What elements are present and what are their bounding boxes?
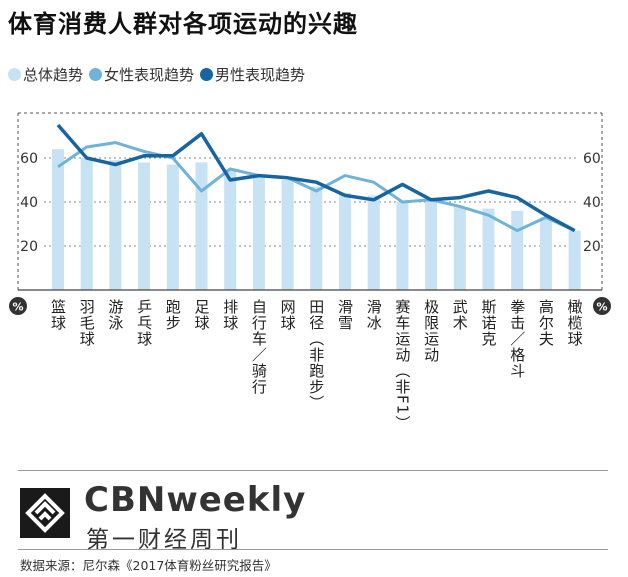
legend: 总体趋势 女性表现趋势 男性表现趋势 <box>8 64 305 85</box>
bar-total-9 <box>310 186 323 290</box>
legend-item-female: 女性表现趋势 <box>89 64 194 85</box>
x-label-8: 网球 <box>278 299 297 331</box>
bar-total-13 <box>425 199 438 290</box>
x-label-18: 橄榄球 <box>565 299 584 347</box>
x-label-17: 高尔夫 <box>536 299 555 347</box>
brand-logo-icon <box>20 488 70 538</box>
x-label-6: 排球 <box>221 299 240 331</box>
percent-badge-right-text: % <box>596 301 607 314</box>
footer-divider-top <box>18 470 608 471</box>
y-tick-right-20: 20 <box>583 239 601 255</box>
x-label-16: 拳击／格斗 <box>508 299 527 379</box>
x-label-3: 乒乓球 <box>135 299 154 347</box>
bar-total-16 <box>511 210 524 290</box>
brand-name-cn: 第一财经周刊 <box>86 527 242 553</box>
data-source: 数据来源：尼尔森《2017体育粉丝研究报告》 <box>20 558 277 573</box>
bar-total-11 <box>367 195 380 290</box>
x-label-10: 滑雪 <box>336 299 354 331</box>
legend-item-total: 总体趋势 <box>8 64 83 85</box>
bar-total-4 <box>166 164 179 290</box>
x-label-9: 田径（非跑步） <box>307 299 326 411</box>
x-label-0: 篮球 <box>49 299 67 331</box>
y-tick-left-60: 60 <box>20 151 38 167</box>
bar-total-1 <box>80 158 93 290</box>
percent-badge-left-text: % <box>12 301 23 314</box>
bar-total-14 <box>453 206 466 290</box>
bar-total-6 <box>224 169 237 290</box>
x-label-5: 足球 <box>192 299 211 331</box>
bar-total-18 <box>568 230 581 290</box>
bar-total-12 <box>396 202 409 290</box>
x-label-13: 极限运动 <box>422 299 441 363</box>
x-label-14: 武术 <box>450 299 469 331</box>
bar-total-8 <box>281 180 294 290</box>
legend-dot-male <box>200 68 214 81</box>
percent-badge-right <box>593 297 611 315</box>
legend-label-total: 总体趋势 <box>23 66 84 84</box>
footer-divider-bottom <box>18 549 608 550</box>
bar-total-7 <box>252 175 265 290</box>
chart-title: 体育消费人群对各项运动的兴趣 <box>8 10 358 38</box>
x-label-1: 羽毛球 <box>77 299 96 347</box>
legend-item-male: 男性表现趋势 <box>200 64 305 85</box>
legend-label-female: 女性表现趋势 <box>104 66 195 84</box>
chart-plot: 20 20 40 40 60 60%% <box>9 112 611 315</box>
x-label-15: 斯诺克 <box>479 299 498 347</box>
y-tick-right-60: 60 <box>583 151 601 167</box>
x-label-4: 跑步 <box>163 299 182 331</box>
bar-total-5 <box>195 162 208 290</box>
y-tick-left-20: 20 <box>20 239 38 255</box>
bar-total-0 <box>52 149 64 290</box>
x-label-12: 赛车运动（非F1） <box>393 299 412 432</box>
bar-total-10 <box>339 193 351 290</box>
percent-badge-left <box>9 297 27 315</box>
bar-total-3 <box>138 162 151 290</box>
x-label-11: 滑冰 <box>364 299 383 331</box>
legend-dot-total <box>8 68 21 81</box>
x-label-7: 自行车／骑行 <box>249 299 268 395</box>
bar-total-15 <box>482 208 495 290</box>
brand-name-en: CBNweekly <box>84 480 307 520</box>
y-tick-left-40: 40 <box>20 195 38 211</box>
y-tick-right-40: 40 <box>583 195 601 211</box>
legend-dot-female <box>89 68 103 81</box>
bar-total-2 <box>109 160 122 290</box>
x-label-2: 游泳 <box>106 299 125 331</box>
bar-total-17 <box>539 217 552 290</box>
legend-label-male: 男性表现趋势 <box>215 66 306 84</box>
